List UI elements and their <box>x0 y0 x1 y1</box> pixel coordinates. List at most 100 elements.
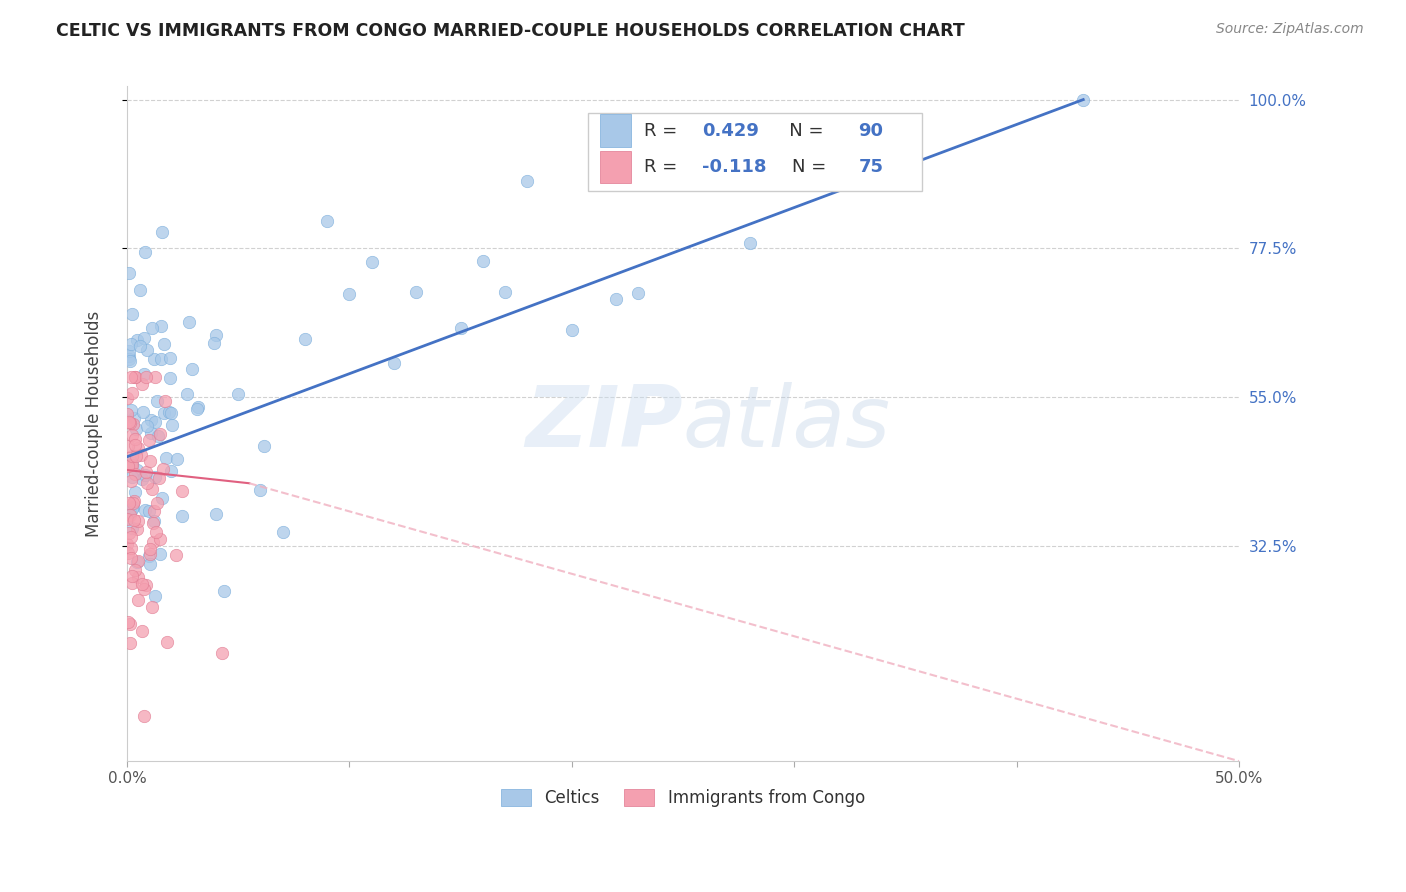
Text: 75: 75 <box>859 158 883 176</box>
Point <box>117 458 139 473</box>
Point <box>117 511 139 525</box>
Point <box>120 541 142 556</box>
Point <box>142 515 165 529</box>
Point <box>127 463 149 477</box>
Point <box>360 254 382 268</box>
Point <box>118 349 141 363</box>
Point <box>134 244 156 259</box>
Point <box>125 555 148 569</box>
Point <box>118 354 141 368</box>
Point <box>127 514 149 528</box>
Point <box>134 582 156 597</box>
Point <box>131 624 153 638</box>
Point <box>132 404 155 418</box>
Point <box>132 331 155 345</box>
Point <box>145 589 167 603</box>
Point <box>118 266 141 280</box>
Point <box>405 285 427 299</box>
Point <box>135 343 157 358</box>
Point <box>127 593 149 607</box>
Point <box>121 521 143 535</box>
Point <box>128 339 150 353</box>
Point <box>124 370 146 384</box>
Point <box>516 174 538 188</box>
Point <box>166 451 188 466</box>
Point <box>122 500 145 515</box>
Point <box>117 440 139 454</box>
Point <box>138 549 160 563</box>
Point <box>139 547 162 561</box>
Text: R =: R = <box>644 158 683 176</box>
Point <box>146 429 169 443</box>
Point <box>143 370 166 384</box>
Point <box>316 214 339 228</box>
Point <box>121 568 143 582</box>
Point <box>132 368 155 382</box>
Point <box>143 415 166 429</box>
FancyBboxPatch shape <box>588 113 922 191</box>
Point <box>127 570 149 584</box>
FancyBboxPatch shape <box>599 114 631 146</box>
Point <box>122 513 145 527</box>
Point <box>148 471 170 485</box>
Point <box>738 236 761 251</box>
Point <box>118 415 141 429</box>
Point <box>141 600 163 615</box>
Point <box>155 634 177 648</box>
Point <box>186 402 208 417</box>
Point <box>134 503 156 517</box>
Point <box>150 491 173 505</box>
Point <box>120 530 142 544</box>
Text: N =: N = <box>772 121 830 139</box>
Point <box>294 332 316 346</box>
Point <box>271 524 294 539</box>
Point <box>139 541 162 556</box>
Point <box>211 646 233 660</box>
Point <box>172 484 194 499</box>
Point <box>180 362 202 376</box>
Point <box>149 352 172 367</box>
Point <box>471 253 494 268</box>
Point <box>202 336 225 351</box>
Point <box>149 547 172 561</box>
Text: ZIP: ZIP <box>526 382 683 466</box>
Point <box>118 416 141 430</box>
Point <box>120 551 142 566</box>
Point <box>150 225 173 239</box>
Point <box>138 503 160 517</box>
Point <box>117 536 139 550</box>
Point <box>149 532 172 546</box>
Point <box>117 407 139 421</box>
Text: 0.429: 0.429 <box>702 121 759 139</box>
Point <box>120 475 142 489</box>
Point <box>143 470 166 484</box>
Point <box>120 636 142 650</box>
Point <box>212 584 235 599</box>
Point <box>170 509 193 524</box>
Point <box>155 451 177 466</box>
Point <box>128 283 150 297</box>
Point <box>152 462 174 476</box>
Point <box>337 286 360 301</box>
Point <box>179 315 201 329</box>
Point <box>124 370 146 384</box>
Point <box>121 576 143 591</box>
Text: 90: 90 <box>859 121 883 139</box>
Point <box>124 563 146 577</box>
Point <box>125 449 148 463</box>
Text: -0.118: -0.118 <box>702 158 766 176</box>
Point <box>127 553 149 567</box>
Point <box>117 615 139 629</box>
Point <box>605 292 627 306</box>
Point <box>145 525 167 540</box>
Point <box>142 535 165 549</box>
Text: CELTIC VS IMMIGRANTS FROM CONGO MARRIED-COUPLE HOUSEHOLDS CORRELATION CHART: CELTIC VS IMMIGRANTS FROM CONGO MARRIED-… <box>56 22 965 40</box>
Point <box>121 449 143 463</box>
Point <box>121 456 143 470</box>
Point <box>118 352 141 367</box>
Point <box>159 371 181 385</box>
Point <box>152 407 174 421</box>
Legend: Celtics, Immigrants from Congo: Celtics, Immigrants from Congo <box>494 782 872 814</box>
Point <box>139 413 162 427</box>
Point <box>160 464 183 478</box>
